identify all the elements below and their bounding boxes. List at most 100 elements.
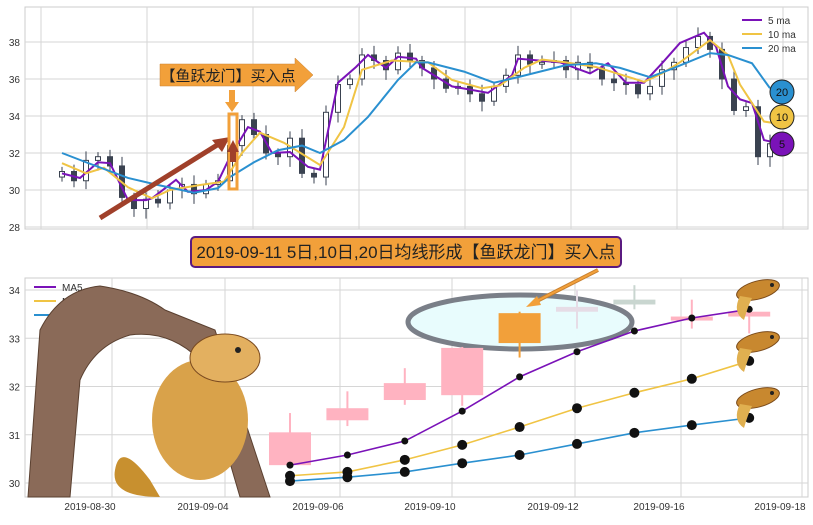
- bottom-candle-body: [441, 347, 484, 396]
- pointer-arrow-head: [526, 296, 541, 307]
- down-arrow-icon: [225, 90, 239, 112]
- pointer-arrow-shaft-inner: [534, 269, 599, 303]
- top-candle-body: [311, 172, 317, 178]
- dog-head-icon: [189, 333, 261, 383]
- bottom-x-tick-label: 2019-09-06: [292, 502, 344, 513]
- bottom-x-tick-label: 2019-09-10: [404, 502, 456, 513]
- badge-20-label: 20: [776, 87, 788, 99]
- bottom-point-MA10: [514, 422, 525, 433]
- bottom-y-tick-label: 34: [9, 286, 21, 297]
- carp-body-icon: [736, 331, 780, 353]
- top-candle-body: [359, 54, 365, 80]
- annotation-label: 【鱼跃龙门】买入点: [160, 67, 295, 85]
- top-legend: 5 ma 10 ma 20 ma: [742, 16, 796, 55]
- top-candle-body: [635, 84, 641, 95]
- carp-icon: [736, 279, 780, 320]
- ma-badges: 20 10 5: [769, 79, 795, 157]
- carp-eye-icon: [770, 335, 774, 339]
- bottom-legend-label: MA5: [62, 283, 83, 294]
- carp-icon: [736, 387, 780, 428]
- top-candle-body: [167, 189, 173, 204]
- up-arrow-icon: [227, 140, 239, 162]
- bottom-candle-body: [728, 311, 771, 317]
- top-plot-frame: [24, 6, 809, 230]
- top-candle-body: [695, 35, 701, 49]
- bottom-point-MA5: [343, 451, 351, 459]
- carp-tail-icon: [736, 296, 752, 320]
- top-line-20-ma: [61, 52, 771, 194]
- dog-body-icon: [152, 360, 248, 480]
- bottom-point-MA20: [514, 450, 525, 461]
- bottom-x-tick-label: 2019-09-04: [177, 502, 229, 513]
- top-candle-body: [743, 106, 749, 111]
- bottom-ma-lines: [285, 305, 755, 487]
- top-panel: 28 30 32 34 36 38 【鱼跃龙门】买入点 5 ma 10 ma 20 ma 20…: [9, 6, 809, 234]
- buy-point-annotation: 【鱼跃龙门】买入点: [98, 57, 314, 221]
- bottom-point-MA10: [572, 403, 582, 414]
- badge-5: [769, 131, 795, 157]
- carp-tail-icon: [736, 348, 752, 372]
- top-y-tick-label: 34: [9, 112, 21, 123]
- pointer-arrow: [526, 268, 599, 307]
- bottom-candle-body: [556, 306, 598, 312]
- banner-box: [190, 236, 622, 268]
- dog-picture: [114, 333, 261, 497]
- badge-10: [769, 104, 795, 130]
- top-candle-body: [155, 198, 161, 204]
- bottom-candle-body: [269, 432, 311, 466]
- bottom-y-tick-label: 32: [9, 383, 21, 394]
- bottom-point-MA20: [686, 420, 697, 431]
- carp-tail-icon: [736, 404, 752, 428]
- bottom-x-tick-label: 2019-08-30: [64, 502, 116, 513]
- top-y-ticks: 28 30 32 34 36 38: [9, 38, 21, 234]
- bottom-point-MA20: [342, 472, 353, 483]
- carp-icon: [736, 331, 780, 372]
- top-grid: [25, 7, 808, 229]
- top-candle-body: [251, 119, 257, 135]
- bottom-candle-body: [498, 313, 541, 344]
- top-candle-body: [539, 61, 545, 65]
- dog-eye-icon: [235, 347, 241, 353]
- annotation-arrow-box: [159, 57, 314, 93]
- top-candle-body: [647, 85, 653, 95]
- badge-5-label: 5: [779, 139, 785, 151]
- bottom-point-MA10: [399, 454, 410, 465]
- top-legend-label: 5 ma: [768, 16, 791, 27]
- badge-10-label: 10: [776, 112, 788, 124]
- bottom-point-MA5: [401, 437, 409, 445]
- top-y-tick-label: 28: [9, 223, 21, 234]
- top-y-tick-label: 36: [9, 75, 21, 86]
- top-legend-label: 20 ma: [768, 44, 796, 55]
- bottom-y-tick-label: 31: [9, 431, 21, 442]
- trend-arrow-head: [212, 137, 230, 152]
- top-candle-body: [659, 69, 665, 87]
- bottom-point-MA5: [286, 461, 294, 469]
- carp-body-icon: [736, 387, 780, 409]
- top-y-tick-label: 38: [9, 38, 21, 49]
- bottom-point-MA5: [688, 314, 696, 322]
- top-ma-lines: [61, 31, 777, 202]
- carp-eye-icon: [770, 283, 774, 287]
- banner: 2019-09-11 5日,10日,20日均线形成【鱼跃龙门】买入点: [190, 236, 622, 268]
- bottom-x-tick-label: 2019-09-12: [527, 502, 579, 513]
- bottom-point-MA20: [629, 427, 640, 438]
- bottom-point-MA20: [572, 438, 582, 449]
- bottom-candle-body: [383, 383, 426, 401]
- bottom-point-MA20: [285, 476, 295, 487]
- top-candle-body: [95, 156, 101, 161]
- bottom-point-MA10: [457, 439, 468, 450]
- bottom-point-MA5: [458, 407, 466, 415]
- top-candle-body: [611, 78, 617, 84]
- bottom-point-MA5: [630, 327, 638, 335]
- trend-arrow: [98, 139, 224, 221]
- top-legend-label: 10 ma: [768, 30, 796, 41]
- bottom-point-MA10: [686, 373, 697, 384]
- bottom-x-tick-label: 2019-09-16: [633, 502, 685, 513]
- carp-body-icon: [736, 279, 780, 301]
- bottom-point-MA20: [457, 458, 468, 469]
- top-candle-body: [347, 78, 353, 86]
- top-line-5-ma: [61, 31, 777, 202]
- bottom-candle-body: [613, 299, 656, 305]
- top-candle-body: [407, 52, 413, 61]
